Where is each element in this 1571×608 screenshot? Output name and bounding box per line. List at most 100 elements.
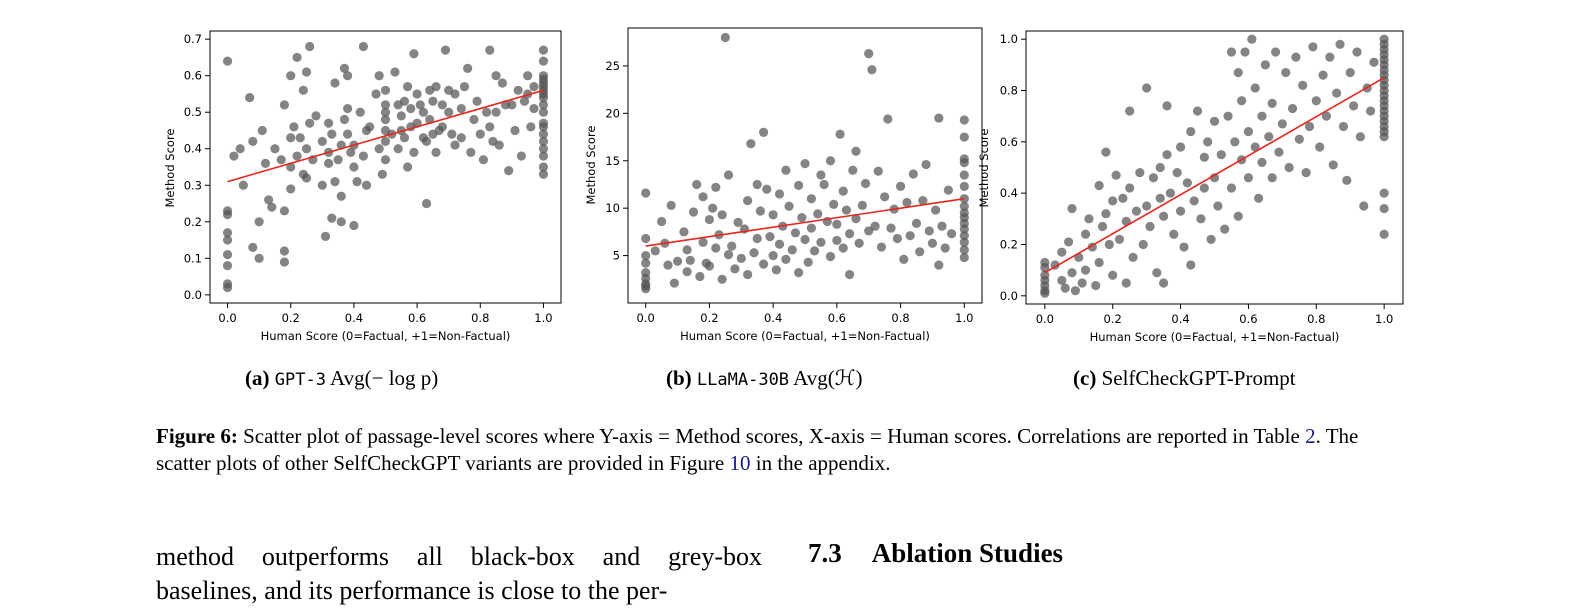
y-tick-label: 0.5 bbox=[184, 105, 202, 119]
scatter-point bbox=[538, 122, 549, 132]
scatter-point bbox=[421, 198, 432, 209]
scatter-point bbox=[1142, 83, 1152, 93]
scatter-point bbox=[358, 151, 368, 161]
scatter-point bbox=[1152, 268, 1162, 278]
y-tick-label: 10 bbox=[605, 201, 620, 215]
scatter-point bbox=[1321, 111, 1332, 121]
scatter-point bbox=[222, 56, 233, 66]
scatter-point bbox=[270, 144, 280, 154]
scatter-point bbox=[829, 199, 839, 209]
scatter-point bbox=[380, 107, 391, 117]
scatter-point bbox=[1379, 203, 1389, 214]
scatter-point bbox=[1257, 157, 1267, 167]
scatter-point bbox=[450, 89, 460, 99]
scatter-point bbox=[918, 195, 928, 206]
scatter-point bbox=[1250, 83, 1260, 93]
scatter-point bbox=[1097, 221, 1108, 232]
scatter-plot-b-svg: 0.0 0.2 0.4 0.6 0.8 1.0 5 10 15 20 25 Human Score (… bbox=[584, 27, 983, 343]
scatter-point bbox=[538, 136, 549, 147]
scatter-point bbox=[254, 253, 264, 263]
scatter-point bbox=[768, 250, 778, 261]
scatter-point bbox=[708, 203, 718, 213]
x-tick-label: 1.0 bbox=[1375, 312, 1393, 326]
scatter-point bbox=[526, 122, 536, 132]
scatter-point bbox=[1142, 201, 1152, 211]
scatter-point bbox=[1274, 147, 1284, 157]
scatter-point bbox=[349, 162, 359, 172]
scatter-point bbox=[235, 144, 245, 154]
scatter-point bbox=[711, 243, 721, 253]
scatter-point bbox=[1237, 96, 1247, 106]
x-axis-label: Human Score (0=Factual, +1=Non-Factual) bbox=[680, 329, 930, 343]
subcaption-c: (c) SelfCheckGPT-Prompt bbox=[1073, 366, 1296, 391]
x-tick-label: 0.8 bbox=[1307, 312, 1325, 326]
x-axis-label: Human Score (0=Factual, +1=Non-Factual) bbox=[261, 329, 511, 343]
scatter-point bbox=[1199, 152, 1209, 162]
scatter-point bbox=[1111, 170, 1121, 180]
scatter-point bbox=[415, 100, 425, 110]
y-tick-label: 20 bbox=[605, 106, 620, 120]
scatter-point bbox=[463, 63, 473, 73]
scatter-point bbox=[727, 241, 737, 251]
scatter-point bbox=[946, 229, 957, 239]
x-tick-label: 1.0 bbox=[534, 311, 552, 325]
scatter-point bbox=[538, 100, 549, 110]
scatter-point bbox=[959, 170, 969, 180]
scatter-point bbox=[1325, 52, 1335, 62]
scatter-point bbox=[507, 100, 517, 110]
scatter-point bbox=[222, 209, 233, 220]
scatter-point bbox=[959, 181, 969, 191]
scatter-point bbox=[510, 125, 520, 136]
scatter-point bbox=[393, 144, 403, 154]
scatter-point bbox=[768, 210, 778, 220]
scatter-point bbox=[305, 118, 315, 128]
scatter-point bbox=[260, 158, 271, 168]
scatter-point bbox=[723, 250, 734, 260]
scatter-point bbox=[1277, 119, 1287, 129]
scatter-point bbox=[276, 155, 286, 165]
scatter-point bbox=[222, 282, 233, 293]
subcaption-a: (a) GPT-3 Avg(− log p) bbox=[245, 366, 438, 391]
scatter-point bbox=[864, 49, 874, 59]
scatter-point bbox=[790, 228, 801, 238]
scatter-point bbox=[1196, 214, 1206, 224]
figure-ref-link[interactable]: 10 bbox=[729, 451, 751, 475]
scatter-point bbox=[886, 223, 896, 233]
scatter-point bbox=[1243, 173, 1254, 183]
scatter-point bbox=[491, 71, 501, 81]
scatter-point bbox=[1165, 188, 1175, 198]
scatter-point bbox=[717, 210, 727, 220]
scatter-point bbox=[1233, 211, 1243, 221]
scatter-point bbox=[752, 179, 762, 190]
scatter-point bbox=[289, 122, 299, 132]
scatter-point bbox=[781, 254, 791, 264]
scatter-point bbox=[538, 151, 549, 161]
scatter-point bbox=[704, 214, 715, 225]
y-tick-label: 0.7 bbox=[184, 32, 202, 46]
scatter-point bbox=[418, 107, 429, 117]
scatter-point bbox=[816, 170, 826, 180]
y-tick-label: 0.1 bbox=[184, 251, 202, 265]
table-ref-link[interactable]: 2 bbox=[1305, 424, 1316, 448]
scatter-point bbox=[1226, 47, 1237, 57]
scatter-point bbox=[743, 269, 753, 280]
scatter-point bbox=[669, 278, 679, 288]
x-tick-label: 0.6 bbox=[1239, 312, 1257, 326]
scatter-point bbox=[301, 144, 312, 154]
scatter-point bbox=[873, 166, 883, 176]
scatter-point bbox=[1114, 234, 1125, 244]
scatter-point bbox=[940, 243, 950, 253]
scatter-point bbox=[248, 136, 258, 147]
x-tick-label: 0.4 bbox=[764, 311, 782, 325]
scatter-point bbox=[905, 231, 915, 241]
scatter-point bbox=[711, 182, 721, 192]
scatter-point bbox=[1226, 183, 1237, 193]
scatter-point bbox=[1118, 193, 1128, 203]
scatter-point bbox=[346, 147, 356, 157]
scatter-point bbox=[921, 159, 931, 170]
scatter-point bbox=[447, 129, 457, 139]
scatter-point bbox=[934, 260, 944, 270]
scatter-point bbox=[1057, 275, 1067, 286]
scatter-plot-c-svg: 0.0 0.2 0.4 0.6 0.8 1.0 0.0 0.2 0.4 0.6 0.8 1.0 Huma… bbox=[977, 30, 1404, 344]
subcaption-c-pre: SelfCheckGPT-Prompt bbox=[1101, 366, 1296, 390]
